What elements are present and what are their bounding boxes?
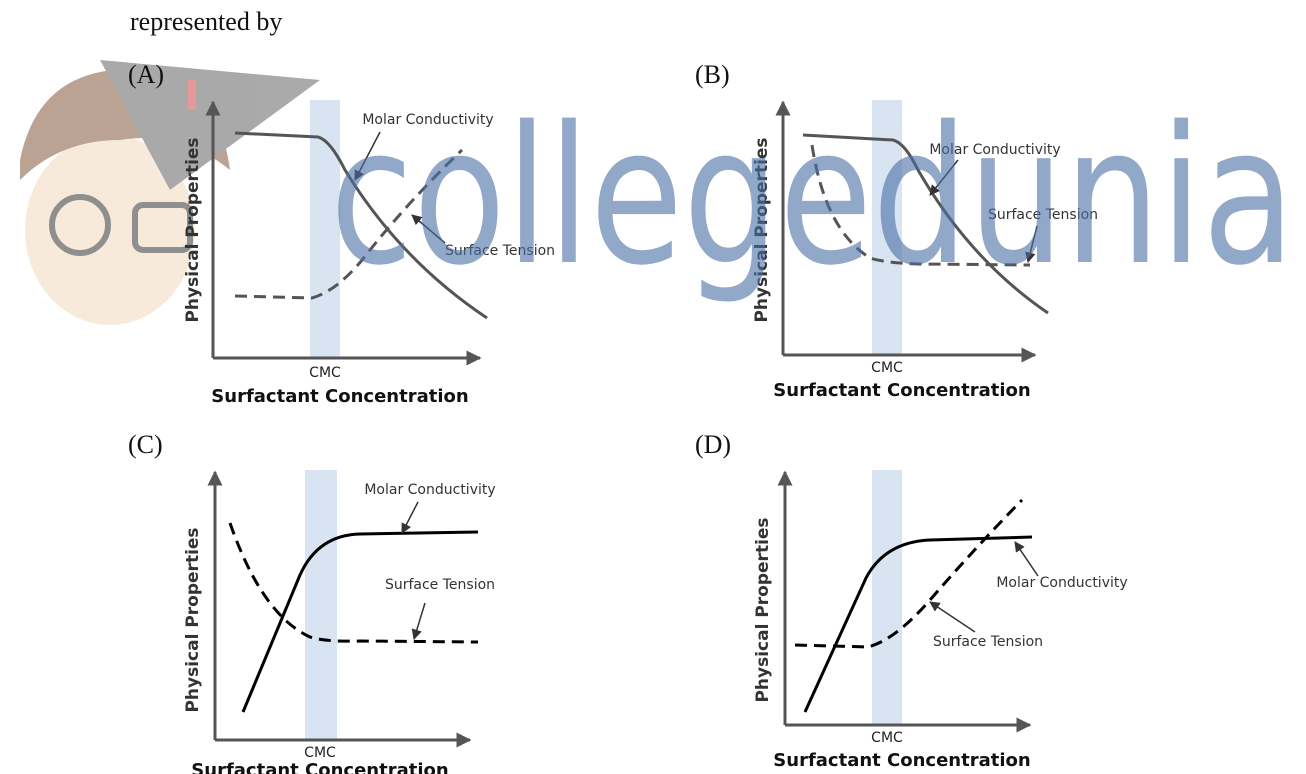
cmc-label: CMC (871, 360, 903, 376)
arrow (354, 131, 381, 181)
arrow (929, 601, 976, 633)
x-label: Surfactant Concentration (191, 760, 448, 774)
panel: (C) Physical Properties CMC Surfactant C… (128, 430, 496, 774)
annotation: Molar Conductivity (364, 482, 495, 498)
arrow (401, 501, 419, 534)
arrow (929, 159, 959, 196)
y-label: Physical Properties (183, 527, 203, 712)
dashed-curve (234, 148, 464, 300)
panel: (B) Physical Properties CMC Surfactant C… (695, 60, 1098, 401)
panel-label: (A) (128, 60, 164, 89)
annotation: Surface Tension (385, 577, 495, 593)
x-label: Surfactant Concentration (211, 386, 468, 407)
cmc-label: CMC (871, 730, 903, 746)
panel: (D) Physical Properties CMC Surfactant C… (695, 430, 1128, 771)
panel-label: (B) (695, 60, 730, 89)
watermark: collegedunia (330, 86, 1295, 307)
cmc-band (310, 100, 340, 358)
cmc-label: CMC (304, 745, 336, 761)
x-label: Surfactant Concentration (773, 750, 1030, 771)
arrow (411, 214, 446, 244)
solid-curve (234, 131, 488, 320)
arrow (411, 602, 426, 641)
panel-label: (C) (128, 430, 163, 459)
annotation: Surface Tension (933, 634, 1043, 650)
y-label: Physical Properties (752, 137, 772, 322)
y-label: Physical Properties (753, 517, 773, 702)
header-text: represented by (130, 7, 282, 36)
annotation: Molar Conductivity (362, 112, 493, 128)
cmc-band (872, 470, 902, 725)
avatar (20, 60, 320, 325)
cmc-band (305, 470, 337, 740)
x-label: Surfactant Concentration (773, 380, 1030, 401)
cmc-label: CMC (309, 365, 341, 381)
panel-label: (D) (695, 430, 731, 459)
dashed-curve (228, 522, 479, 644)
dashed-curve (810, 144, 1031, 267)
annotation: Surface Tension (445, 243, 555, 259)
arrow (1014, 541, 1039, 577)
annotation: Molar Conductivity (929, 142, 1060, 158)
solid-curve (241, 530, 479, 713)
dashed-curve (794, 498, 1024, 649)
annotation: Surface Tension (988, 207, 1098, 223)
y-label: Physical Properties (183, 137, 203, 322)
annotation: Molar Conductivity (996, 575, 1127, 591)
arrow (1025, 225, 1038, 264)
solid-curve (803, 535, 1033, 713)
panel: (A) Physical Properties CMC Surfactant C… (128, 60, 555, 407)
